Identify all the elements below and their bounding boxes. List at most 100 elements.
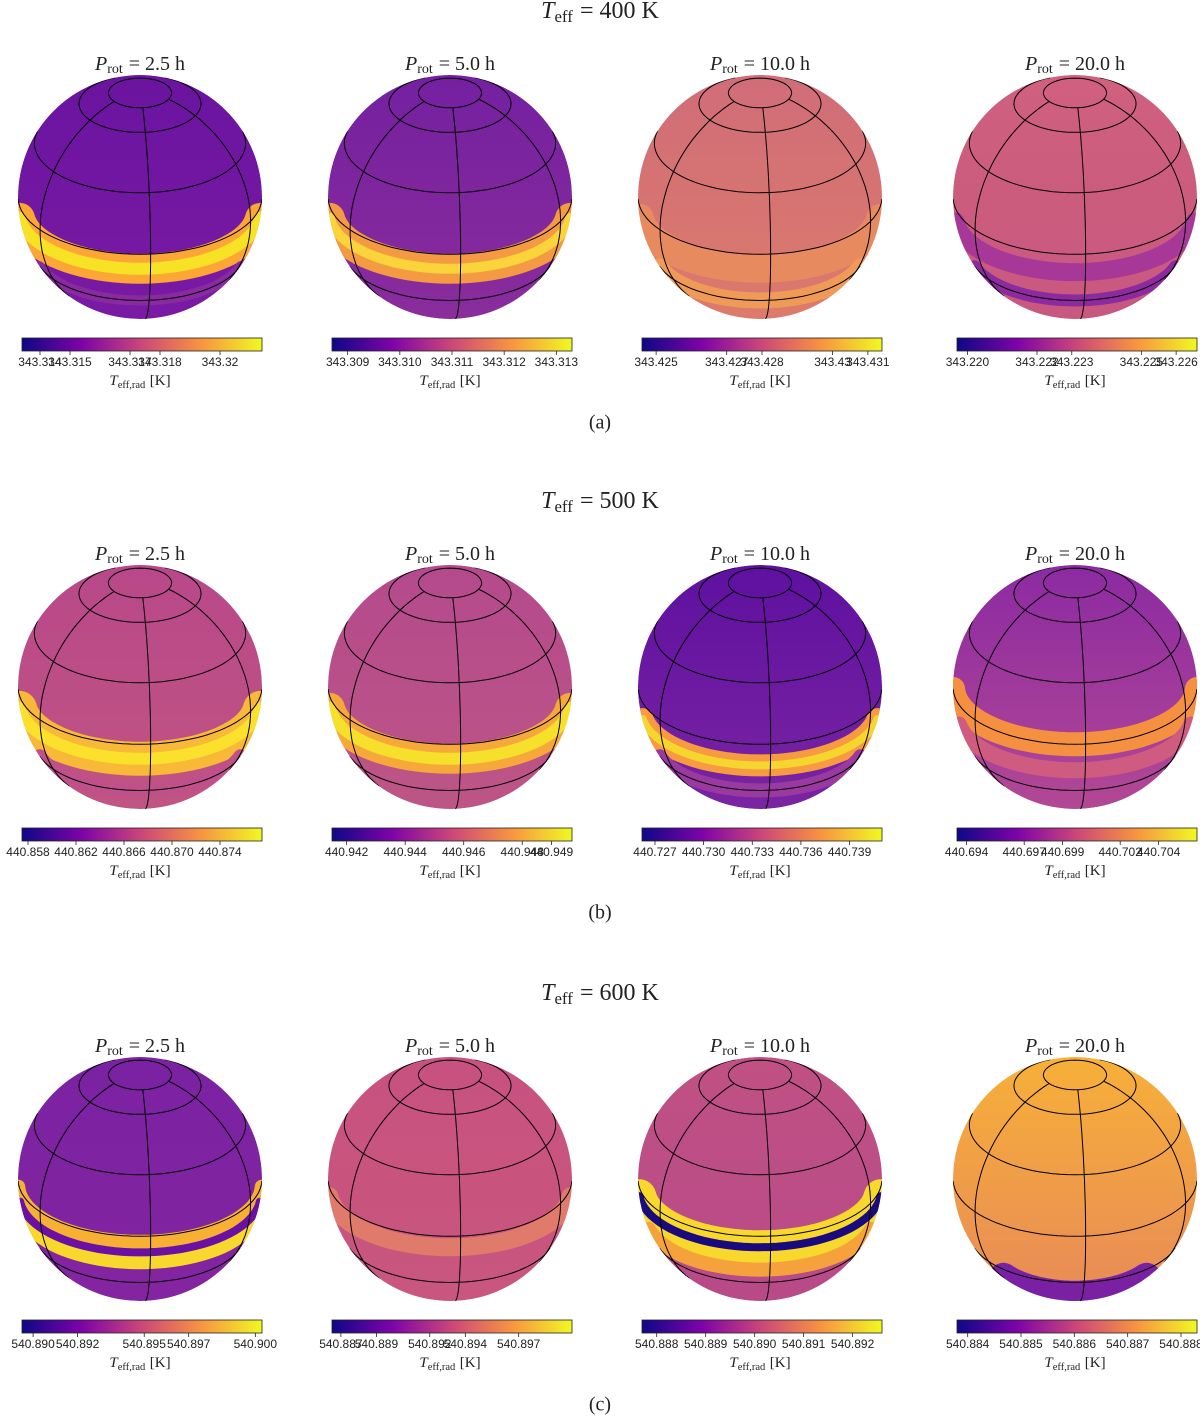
text: [K] bbox=[460, 863, 481, 879]
colorbar bbox=[956, 337, 1198, 352]
text: = 20.0 h bbox=[1059, 1035, 1125, 1057]
colorbar-tick-label: 343.431 bbox=[846, 355, 890, 369]
globe-band bbox=[18, 1179, 262, 1249]
latitude-line bbox=[659, 1247, 861, 1284]
colorbar-tick-label: 343.312 bbox=[482, 355, 526, 369]
latitude-line bbox=[698, 1059, 822, 1115]
panel-label: (c) bbox=[589, 1394, 611, 1416]
meridian-line bbox=[1077, 107, 1087, 319]
colorbar-tick-label: 343.317 bbox=[108, 355, 152, 369]
colorbar-tick-label: 440.699 bbox=[1041, 845, 1085, 859]
symbol: T bbox=[541, 488, 556, 514]
symbol: P bbox=[1024, 1035, 1037, 1057]
meridian-line bbox=[168, 1080, 252, 1263]
meridian-line bbox=[1103, 588, 1187, 771]
latitude-line bbox=[659, 755, 861, 792]
globe-band bbox=[328, 701, 572, 765]
subscript: rot bbox=[417, 552, 433, 567]
latitude-line bbox=[349, 755, 551, 792]
colorbar-tick-label: 343.428 bbox=[740, 355, 784, 369]
colorbar-tick-label: 343.311 bbox=[431, 355, 474, 369]
colorbar-tick-label: 440.862 bbox=[54, 845, 98, 859]
symbol: T bbox=[419, 1355, 429, 1371]
colorbar-tick-label: 440.733 bbox=[731, 845, 775, 859]
meridian-line bbox=[452, 1089, 462, 1301]
colorbar bbox=[641, 1319, 883, 1334]
meridian-line bbox=[142, 597, 152, 809]
meridian-line bbox=[142, 1089, 152, 1301]
latitude-line bbox=[107, 567, 173, 599]
globe bbox=[638, 75, 882, 319]
globe bbox=[18, 75, 262, 319]
latitude-line bbox=[659, 265, 861, 302]
colorbar-tick-label: 540.890 bbox=[733, 1337, 777, 1351]
latitude-line bbox=[107, 1059, 173, 1091]
meridian-line bbox=[974, 1083, 1050, 1279]
text: = 10.0 h bbox=[744, 543, 810, 565]
symbol: T bbox=[109, 1355, 119, 1371]
globe-band bbox=[328, 1187, 572, 1257]
globe bbox=[953, 565, 1197, 809]
symbol: P bbox=[709, 543, 722, 565]
symbol: T bbox=[541, 980, 556, 1006]
colorbar-tick-label: 343.220 bbox=[946, 355, 990, 369]
globe-surface bbox=[328, 1057, 572, 1301]
latitude-line bbox=[343, 130, 557, 194]
subscript: eff,rad bbox=[118, 870, 146, 881]
text: [K] bbox=[150, 373, 171, 389]
globe bbox=[18, 565, 262, 809]
symbol: P bbox=[94, 543, 107, 565]
panel-title: Prot = 10.0 h bbox=[709, 1035, 810, 1060]
text: = 20.0 h bbox=[1059, 53, 1125, 75]
meridian-line bbox=[974, 591, 1050, 787]
colorbar-tick-label: 540.895 bbox=[123, 1337, 167, 1351]
colorbar-tick-label: 440.946 bbox=[442, 845, 486, 859]
meridian-line bbox=[974, 101, 1050, 297]
latitude-line bbox=[18, 198, 262, 255]
latitude-line bbox=[953, 688, 1197, 745]
text: [K] bbox=[150, 1355, 171, 1371]
text: = 5.0 h bbox=[439, 1035, 495, 1057]
meridian-line bbox=[1077, 597, 1087, 809]
latitude-line bbox=[78, 567, 202, 623]
colorbar-tick-label: 343.222 bbox=[1015, 355, 1059, 369]
globe-band bbox=[328, 212, 572, 274]
text: = 5.0 h bbox=[439, 53, 495, 75]
colorbar-tick-label: 540.888 bbox=[635, 1337, 679, 1351]
symbol: P bbox=[404, 1035, 417, 1057]
globe-band bbox=[953, 716, 1197, 779]
latitude-line bbox=[328, 1180, 572, 1237]
latitude-line bbox=[653, 1112, 867, 1176]
globe-band bbox=[18, 701, 262, 765]
panel-title: Prot = 20.0 h bbox=[1024, 543, 1125, 568]
meridian-line bbox=[478, 588, 562, 771]
globe bbox=[328, 75, 572, 319]
symbol: T bbox=[109, 863, 119, 879]
panel-label: (a) bbox=[589, 412, 611, 434]
text: [K] bbox=[460, 373, 481, 389]
meridian-line bbox=[168, 98, 252, 281]
colorbar-tick-label: 540.888 bbox=[1159, 1337, 1200, 1351]
globe-band bbox=[641, 1221, 879, 1277]
subscript: eff,rad bbox=[428, 870, 456, 881]
symbol: T bbox=[109, 373, 119, 389]
colorbar-label: Teff,rad [K] bbox=[1044, 863, 1105, 881]
panel-title: Prot = 20.0 h bbox=[1024, 1035, 1125, 1060]
colorbar-tick-label: 540.884 bbox=[946, 1337, 990, 1351]
subscript: eff,rad bbox=[118, 380, 146, 391]
panel-title: Prot = 2.5 h bbox=[94, 1035, 185, 1060]
colorbar-label: Teff,rad [K] bbox=[109, 1355, 170, 1373]
colorbar-tick-label: 540.892 bbox=[408, 1337, 452, 1351]
meridian-line bbox=[478, 1080, 562, 1263]
latitude-line bbox=[417, 77, 483, 109]
colorbar-label: Teff,rad [K] bbox=[1044, 373, 1105, 391]
latitude-line bbox=[78, 77, 202, 133]
colorbar-tick-label: 343.309 bbox=[326, 355, 370, 369]
latitude-line bbox=[349, 265, 551, 302]
colorbar-tick-label: 343.427 bbox=[705, 355, 749, 369]
globe-band bbox=[18, 211, 262, 275]
globe bbox=[953, 75, 1197, 319]
meridian-line bbox=[762, 1089, 772, 1301]
latitude-line bbox=[974, 265, 1176, 302]
subscript: rot bbox=[107, 1044, 123, 1059]
